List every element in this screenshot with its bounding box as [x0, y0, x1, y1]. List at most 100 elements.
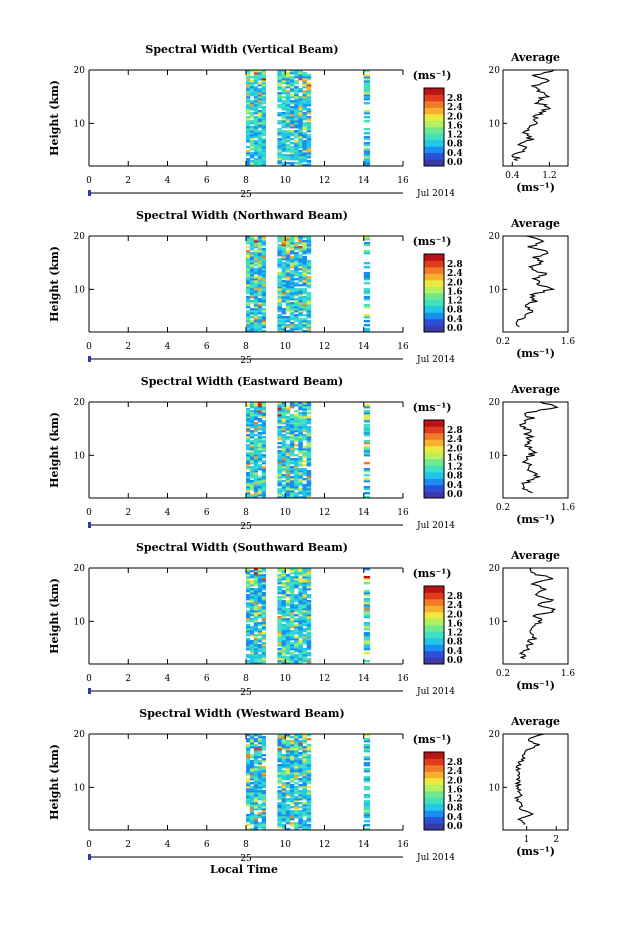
average-title: Average: [510, 51, 560, 64]
heatmap-cell: [281, 748, 287, 751]
day-line-marker: [88, 522, 91, 528]
heatmap-cell: [246, 752, 251, 755]
heatmap-cell: [306, 636, 312, 639]
heatmap-cell: [298, 616, 303, 619]
heatmap-cell: [277, 454, 282, 457]
heatmap-cell: [261, 130, 266, 133]
heatmap-cell: [277, 94, 282, 97]
y-axis-label: Height (km): [48, 578, 61, 654]
heatmap-cell: [306, 778, 312, 781]
heatmap-cell: [294, 436, 299, 439]
heatmap-cell: [277, 626, 282, 629]
heatmap-cell: [363, 328, 371, 331]
heatmap-cell: [363, 272, 371, 275]
heatmap-cell: [257, 420, 263, 423]
heatmap-cell: [253, 314, 259, 317]
heatmap-cell: [289, 750, 295, 753]
heatmap-cell: [294, 786, 299, 789]
heatmap-cell: [261, 260, 266, 263]
heatmap-cell: [302, 78, 307, 81]
heatmap-cell: [249, 614, 255, 617]
x-tick-label: 4: [165, 176, 171, 186]
average-x-tick-label: 0.2: [496, 669, 510, 679]
heatmap-cell: [294, 292, 299, 295]
heatmap-cell: [294, 242, 299, 245]
heatmap-cell: [277, 610, 282, 613]
heatmap-cell: [294, 152, 299, 155]
heatmap-cell: [257, 588, 263, 591]
heatmap-cell: [306, 464, 312, 467]
heatmap-cell: [363, 492, 371, 495]
heatmap-cell: [246, 300, 251, 303]
heatmap-cell: [261, 448, 266, 451]
heatmap-cell: [277, 138, 282, 141]
heatmap-cell: [249, 768, 255, 771]
colorbar-tick-label: 0.8: [447, 306, 463, 316]
heatmap-cell: [246, 404, 251, 407]
heatmap-cell: [306, 156, 312, 159]
heatmap-cell: [363, 756, 371, 759]
heatmap-cell: [298, 630, 303, 633]
heatmap-cell: [281, 464, 287, 467]
heatmap-cell: [306, 308, 312, 311]
colorbar-tick-label: 0.0: [447, 324, 463, 334]
heatmap-cell: [277, 320, 282, 323]
heatmap-cell: [253, 660, 259, 663]
heatmap-cell: [363, 638, 371, 641]
heatmap-cell: [363, 598, 371, 601]
heatmap-cell: [294, 608, 299, 611]
heatmap-cell: [363, 590, 371, 593]
heatmap-cell: [261, 580, 266, 583]
heatmap-cell: [246, 76, 251, 79]
heatmap-cell: [249, 108, 255, 111]
heatmap-cell: [302, 450, 307, 453]
heatmap-cell: [294, 494, 299, 497]
heatmap-cell: [302, 280, 307, 283]
heatmap-cell: [302, 126, 307, 129]
heatmap-cell: [261, 426, 266, 429]
heatmap-cell: [261, 826, 266, 829]
heatmap-cell: [277, 744, 282, 747]
x-tick-label: 16: [397, 674, 409, 684]
heatmap-cell: [257, 584, 263, 587]
heatmap-cell: [253, 618, 259, 621]
heatmap-cell: [285, 462, 291, 465]
heatmap-cell: [246, 634, 251, 637]
heatmap-cell: [289, 764, 295, 767]
colorbar-swatch: [424, 644, 444, 652]
heatmap-cell: [298, 106, 303, 109]
heatmap-cell: [257, 822, 263, 825]
heatmap-cell: [257, 774, 263, 777]
heatmap-cell: [298, 662, 303, 665]
heatmap-cell: [363, 810, 371, 813]
heatmap-cell: [253, 774, 259, 777]
heatmap-cell: [257, 628, 263, 631]
heatmap-cell: [253, 158, 259, 161]
heatmap-cell: [249, 274, 255, 277]
heatmap-cell: [261, 424, 266, 427]
heatmap-cell: [294, 144, 299, 147]
heatmap-cell: [246, 310, 251, 313]
heatmap-cell: [249, 786, 255, 789]
heatmap-cell: [253, 608, 259, 611]
heatmap-cell: [298, 326, 303, 329]
heatmap-cell: [294, 300, 299, 303]
heatmap-cell: [249, 256, 255, 259]
heatmap-cell: [289, 428, 295, 431]
heatmap-cell: [257, 598, 263, 601]
heatmap-cell: [289, 798, 295, 801]
heatmap-cell: [249, 766, 255, 769]
heatmap-cell: [298, 758, 303, 761]
heatmap-cell: [253, 240, 259, 243]
heatmap-cell: [302, 276, 307, 279]
heatmap-cell: [277, 496, 282, 499]
heatmap-cell: [281, 592, 287, 595]
heatmap-cell: [298, 164, 303, 167]
heatmap-cell: [289, 758, 295, 761]
heatmap-cell: [249, 814, 255, 817]
x-tick-label: 12: [319, 342, 330, 352]
heatmap-cell: [257, 156, 263, 159]
heatmap-cell: [298, 774, 303, 777]
heatmap-cell: [281, 618, 287, 621]
y-tick-label: 20: [74, 730, 86, 740]
